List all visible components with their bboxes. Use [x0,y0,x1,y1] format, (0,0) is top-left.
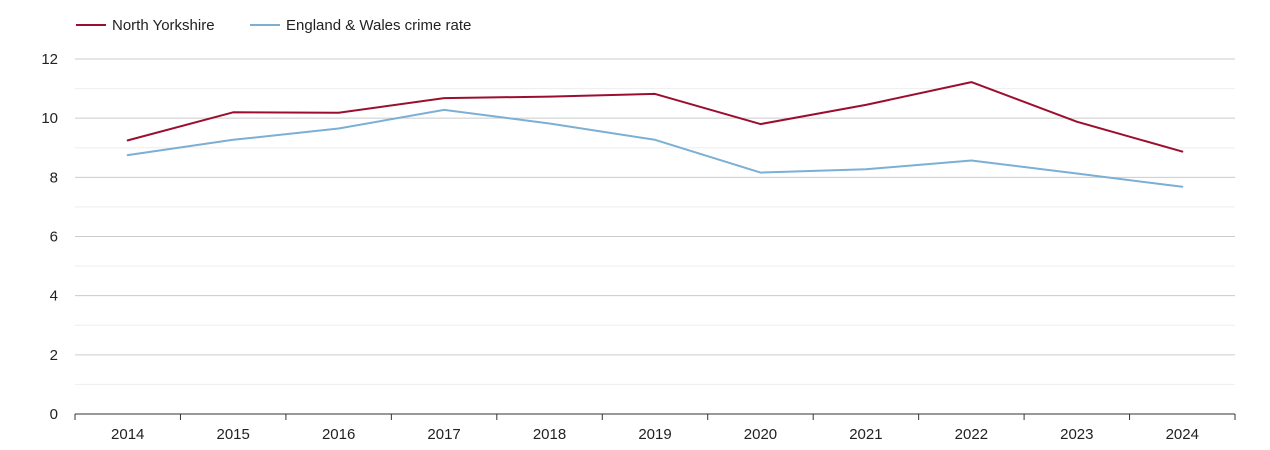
gridlines [75,58,1235,385]
x-tick-label: 2019 [638,426,671,443]
data-point[interactable] [757,170,763,176]
data-point[interactable] [441,95,447,101]
x-tick-label: 2015 [216,426,249,443]
x-tick-label: 2018 [533,426,566,443]
series-line-england-wales [126,108,1184,188]
data-point[interactable] [652,91,658,97]
y-tick-label: 4 [50,288,58,305]
data-point[interactable] [1179,149,1185,155]
x-tick-label: 2022 [955,426,988,443]
y-tick-label: 6 [50,229,58,246]
data-point[interactable] [968,157,974,163]
y-tick-label: 12 [41,51,58,68]
y-tick-label: 8 [50,169,58,186]
legend-item-england-wales[interactable]: England & Wales crime rate [250,17,471,34]
legend-item-north-yorkshire[interactable]: North Yorkshire [76,17,215,34]
data-point[interactable] [968,79,974,85]
legend: North Yorkshire England & Wales crime ra… [76,17,471,34]
data-point[interactable] [1074,170,1080,176]
series-line-north-yorkshire [126,81,1184,153]
data-point[interactable] [1179,184,1185,190]
y-tick-label: 0 [50,406,58,423]
data-point[interactable] [230,109,236,115]
data-point[interactable] [441,107,447,113]
data-point[interactable] [336,126,342,132]
data-point[interactable] [336,110,342,116]
y-tick-label: 10 [41,110,58,127]
data-point[interactable] [757,121,763,127]
y-axis: 0 2 4 6 8 10 12 [41,51,58,423]
y-tick-label: 2 [50,347,58,364]
data-point[interactable] [863,102,869,108]
x-axis: 2014 2015 2016 2017 2018 2019 2020 2021 2022 2023… [74,413,1236,443]
x-tick-label: 2017 [427,426,460,443]
data-point[interactable] [547,120,553,126]
data-point[interactable] [125,152,131,158]
legend-label-england-wales: England & Wales crime rate [286,17,471,34]
x-tick-label: 2014 [111,426,144,443]
x-tick-label: 2023 [1060,426,1093,443]
x-tick-label: 2024 [1166,426,1199,443]
data-point[interactable] [230,137,236,143]
data-point[interactable] [1074,119,1080,125]
data-point[interactable] [547,94,553,100]
series-lines [125,79,1185,190]
data-point[interactable] [652,137,658,143]
data-point[interactable] [863,166,869,172]
x-tick-label: 2016 [322,426,355,443]
legend-label-north-yorkshire: North Yorkshire [112,17,215,34]
data-point[interactable] [125,137,131,143]
x-tick-label: 2021 [849,426,882,443]
x-tick-label: 2020 [744,426,777,443]
